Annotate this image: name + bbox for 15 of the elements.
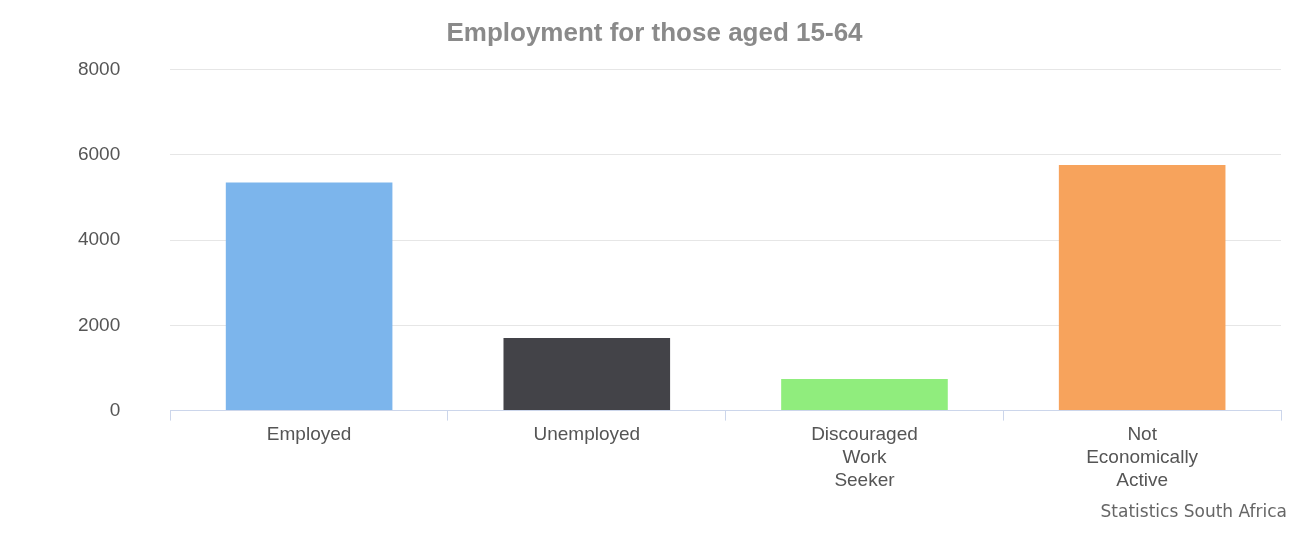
y-tick-label: 8000 xyxy=(77,57,121,79)
x-tick-label: Unemployed xyxy=(533,423,641,445)
chart-title: Employment for those aged 15-64 xyxy=(446,16,864,47)
y-tick-label: 4000 xyxy=(77,228,121,250)
x-tick-label: Employed xyxy=(266,423,352,445)
text: Statistics South Africa xyxy=(1100,500,1287,521)
bar xyxy=(1058,164,1226,411)
y-tick-label: 6000 xyxy=(77,142,121,164)
bar xyxy=(503,338,671,411)
bar xyxy=(225,182,393,411)
x-tick-label: Not Economically Active xyxy=(1086,423,1199,490)
x-tick-label: Discouraged Work Seeker xyxy=(811,423,918,490)
y-tick-label: 0 xyxy=(109,398,121,420)
y-tick-label: 2000 xyxy=(77,313,121,335)
bar xyxy=(781,379,948,411)
